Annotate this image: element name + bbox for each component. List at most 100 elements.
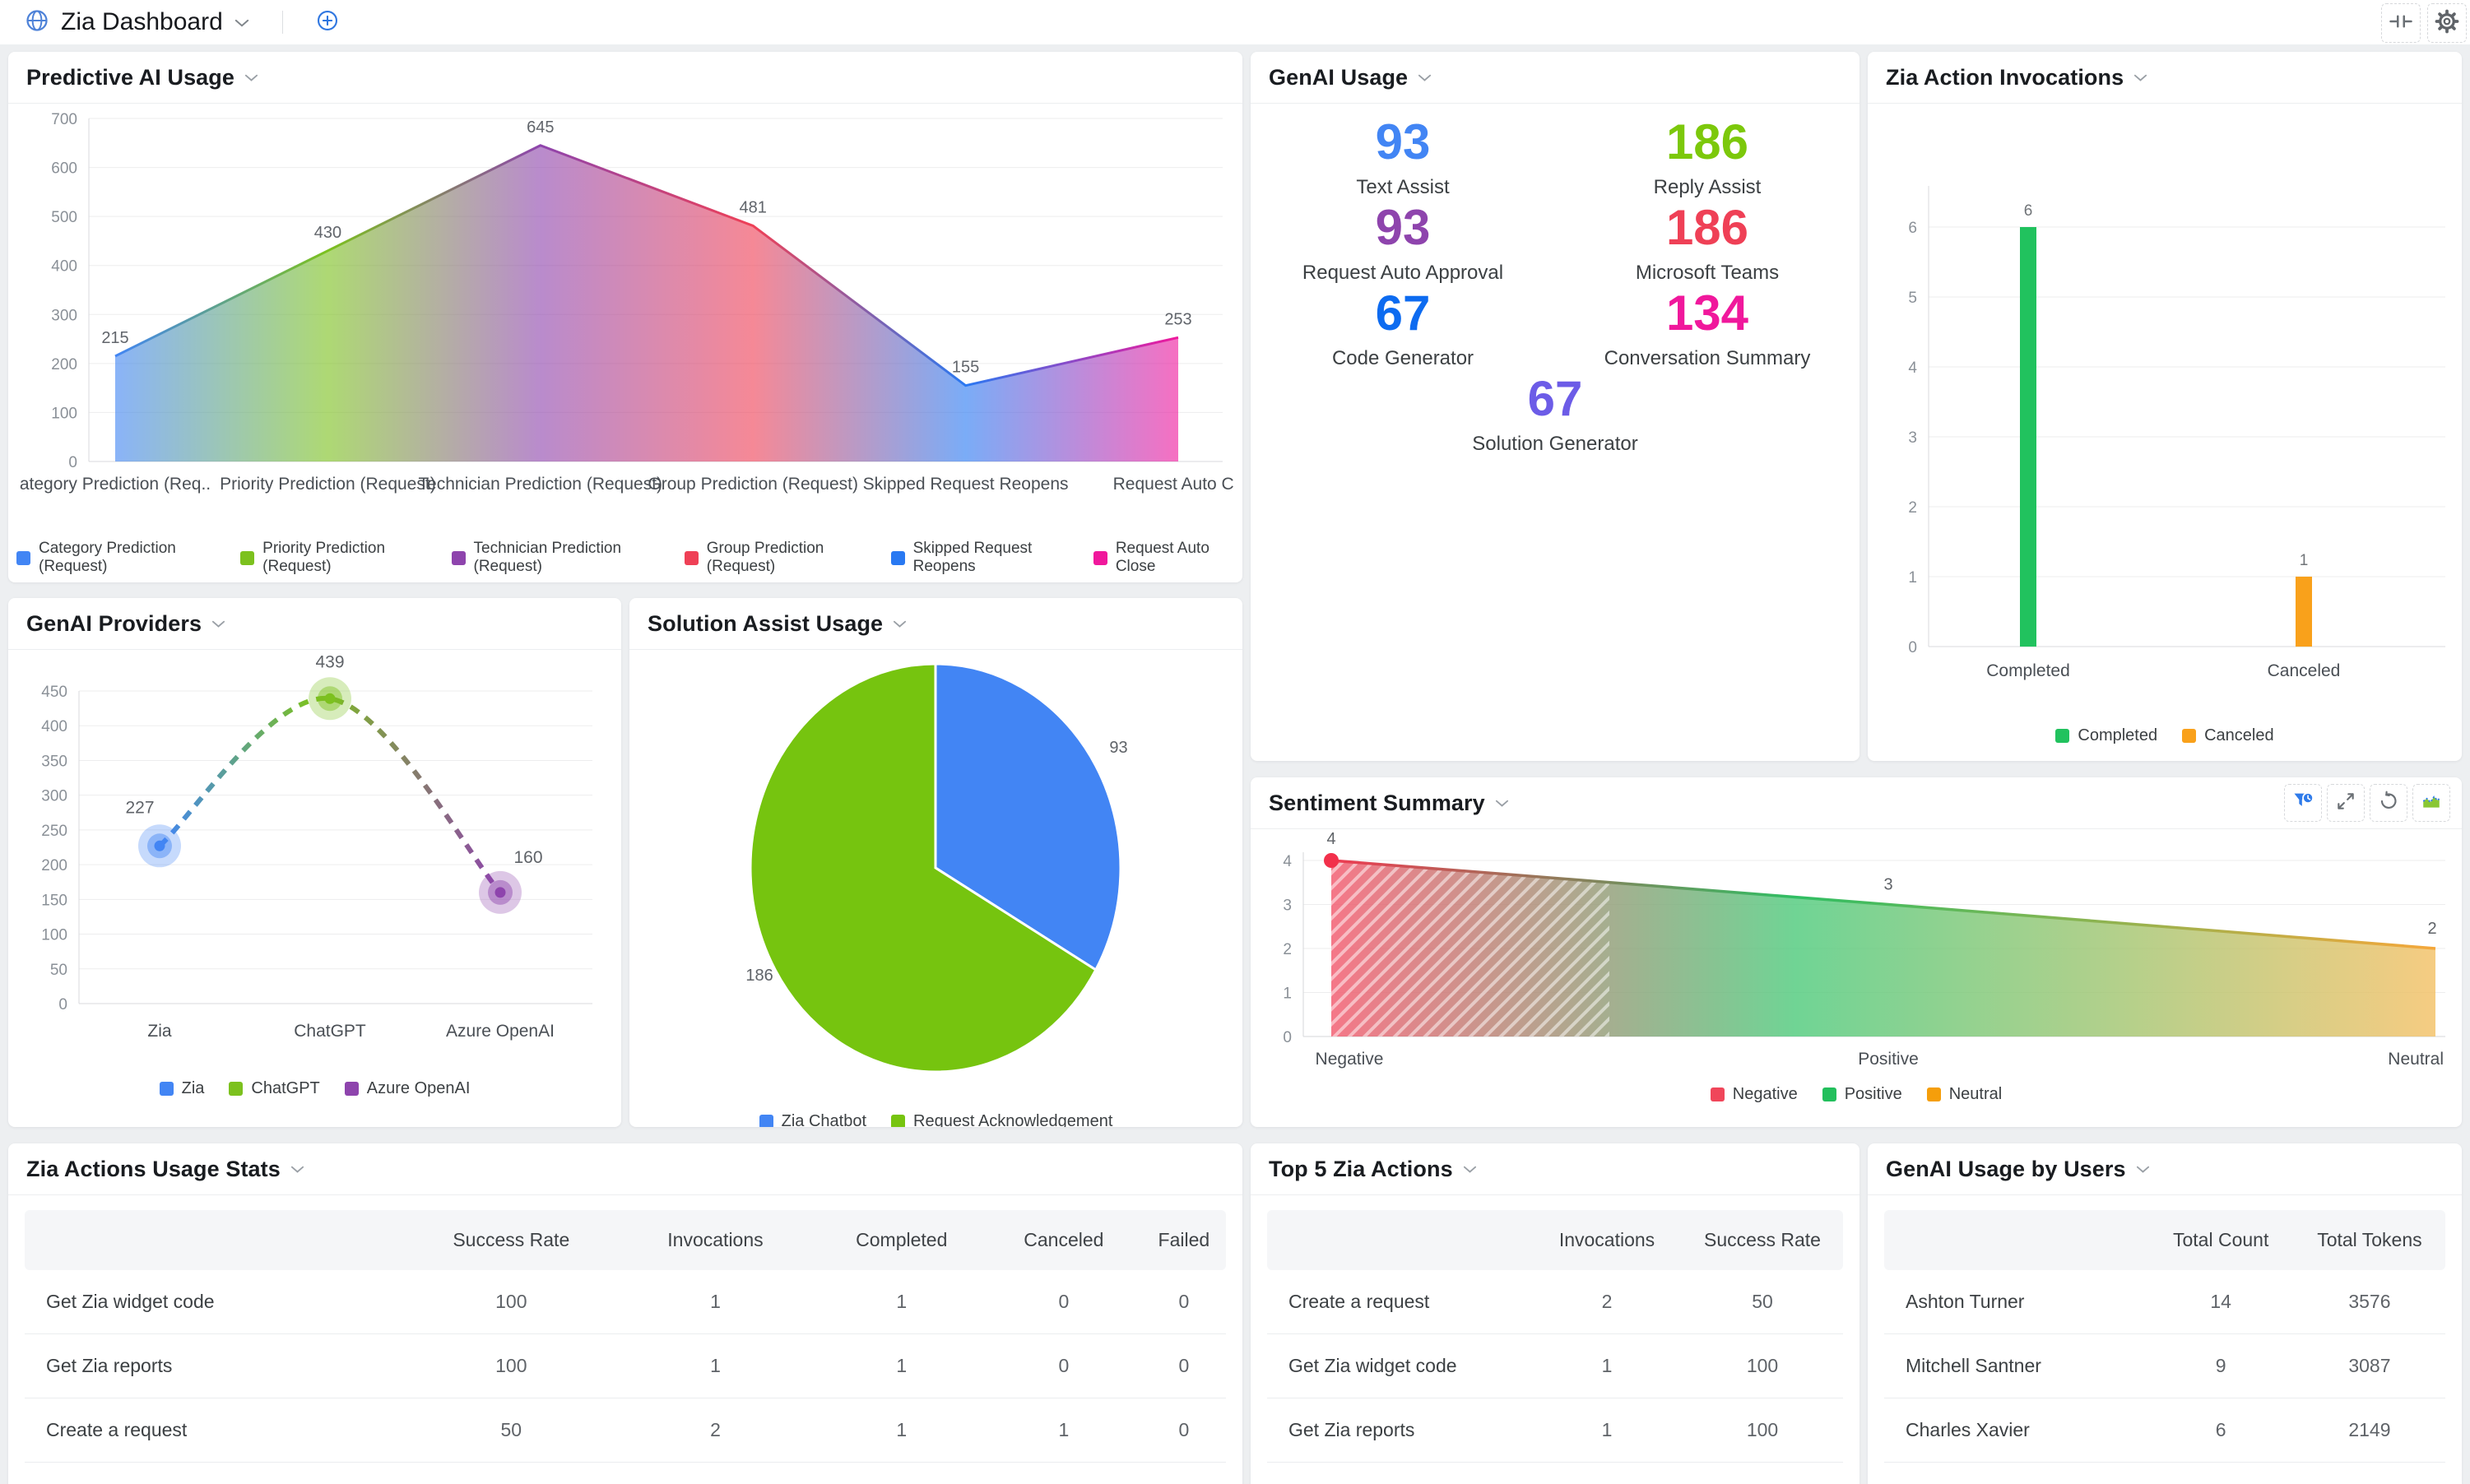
svg-text:215: 215 — [101, 329, 128, 347]
area-series — [115, 145, 1178, 461]
cell-value: 3576 — [2293, 1270, 2445, 1334]
cell-value: 3087 — [2293, 1333, 2445, 1398]
chevron-down-icon[interactable] — [1463, 1163, 1477, 1178]
legend-item[interactable]: Completed — [2055, 726, 2157, 745]
chart-legend: Zia ChatGPT Azure OpenAI — [16, 1079, 613, 1098]
chevron-down-icon[interactable] — [2133, 72, 2147, 86]
genai-stat-text-assist: 93 Text Assist — [1251, 115, 1555, 201]
cell-value: 2 — [613, 1398, 818, 1463]
chevron-down-icon[interactable] — [893, 618, 907, 633]
svg-text:2: 2 — [2427, 920, 2436, 938]
legend-item[interactable]: Azure OpenAI — [344, 1079, 470, 1098]
row-label: Get Zia reports — [25, 1333, 410, 1398]
legend-item[interactable]: Request Acknowledgement — [891, 1112, 1112, 1127]
cell-value: 1 — [1532, 1398, 1682, 1463]
stat-label: Reply Assist — [1653, 175, 1762, 198]
row-label: Mitchell Santner — [1884, 1333, 2148, 1398]
chevron-down-icon[interactable] — [2136, 1163, 2150, 1178]
panel-header: GenAI Usage by Users — [1868, 1143, 2462, 1195]
legend-item[interactable]: Neutral — [1926, 1085, 2002, 1104]
chart-legend: Category Prediction (Request) Priority Pr… — [16, 540, 1234, 576]
svg-text:Completed: Completed — [1986, 661, 2070, 680]
cell-value: 0 — [985, 1270, 1142, 1334]
legend-swatch — [240, 550, 255, 565]
column-header: Failed — [1141, 1210, 1226, 1270]
legend-item[interactable]: Zia Chatbot — [759, 1112, 866, 1127]
chevron-down-icon[interactable] — [211, 618, 225, 633]
svg-text:400: 400 — [51, 258, 77, 276]
svg-text:2: 2 — [1283, 941, 1292, 958]
svg-text:300: 300 — [41, 788, 67, 805]
svg-text:Skipped Request Reopens: Skipped Request Reopens — [863, 475, 1069, 494]
svg-text:1: 1 — [1283, 985, 1292, 1003]
legend-item[interactable]: Category Prediction (Request) — [16, 540, 221, 576]
svg-text:0: 0 — [58, 996, 67, 1013]
fit-view-button[interactable] — [2381, 3, 2421, 43]
expand-button[interactable] — [2327, 784, 2365, 822]
column-header: Success Rate — [409, 1210, 614, 1270]
panel-top-5-zia-actions: Top 5 Zia Actions Invocations Success Rat… — [1251, 1143, 1859, 1484]
stat-value: 67 — [1375, 285, 1431, 341]
genai-stat-reply-assist: 186 Reply Assist — [1555, 115, 1859, 201]
legend-swatch — [159, 1082, 174, 1096]
legend-item[interactable]: Priority Prediction (Request) — [240, 540, 431, 576]
zia-action-invocations-chart: 0 1 2 3 4 5 6 6 Completed 1 Canceled — [1908, 186, 2445, 680]
table-header-row: Invocations Success Rate — [1267, 1210, 1843, 1270]
svg-text:160: 160 — [513, 848, 542, 867]
legend-label: Canceled — [2204, 726, 2274, 744]
legend-item[interactable]: Negative — [1710, 1085, 1798, 1104]
row-label: Get Zia widget code — [1267, 1333, 1532, 1398]
legend-item[interactable]: ChatGPT — [229, 1079, 320, 1098]
chevron-down-icon[interactable] — [290, 1163, 304, 1178]
settings-button[interactable] — [2427, 3, 2467, 43]
legend-item[interactable]: Technician Prediction (Request) — [451, 540, 665, 576]
legend-label: Request Auto Close — [1115, 540, 1209, 575]
legend-item[interactable]: Zia — [159, 1079, 204, 1098]
panel-title: Top 5 Zia Actions — [1269, 1156, 1453, 1181]
chart-type-button[interactable] — [2412, 784, 2450, 822]
chevron-down-icon[interactable] — [1418, 72, 1432, 86]
chevron-down-icon[interactable] — [1495, 797, 1509, 812]
genai-stat-request-auto-approval: 93 Request Auto Approval — [1251, 201, 1555, 286]
legend-item[interactable]: Positive — [1822, 1085, 1902, 1104]
svg-text:3: 3 — [1283, 897, 1292, 915]
legend-item[interactable]: Group Prediction (Request) — [684, 540, 871, 576]
legend-swatch — [891, 1115, 905, 1127]
svg-text:227: 227 — [125, 798, 154, 817]
column-header: Success Rate — [1682, 1210, 1843, 1270]
legend-item[interactable]: Request Auto Close — [1093, 540, 1234, 576]
stat-label: Solution Generator — [1472, 432, 1638, 455]
stat-label: Request Auto Approval — [1302, 261, 1504, 284]
chart-toolbar — [2284, 784, 2450, 822]
chevron-down-icon[interactable] — [244, 72, 258, 86]
chevron-down-icon[interactable] — [234, 17, 249, 32]
row-label: Ashton Turner — [1884, 1270, 2148, 1334]
predictive-ai-usage-chart: 0 100 200 300 400 500 600 700 215 430 645 481 155 253… — [20, 111, 1242, 494]
refresh-button[interactable] — [2370, 784, 2407, 822]
column-header — [25, 1210, 410, 1270]
cell-value: 1 — [613, 1333, 818, 1398]
svg-text:Priority Prediction (Request): Priority Prediction (Request) — [220, 475, 436, 494]
legend-swatch — [1093, 550, 1107, 565]
column-header — [1884, 1210, 2148, 1270]
cell-value: 1 — [817, 1398, 986, 1463]
globe-icon — [25, 8, 49, 37]
legend-swatch — [2055, 729, 2070, 743]
add-circle-icon[interactable] — [316, 9, 339, 36]
svg-text:300: 300 — [51, 307, 77, 324]
legend-item[interactable]: Skipped Request Reopens — [890, 540, 1074, 576]
cell-value: 1 — [817, 1333, 986, 1398]
table-row: Charles Xavier 6 2149 — [1884, 1398, 2445, 1463]
cell-value: 100 — [409, 1333, 614, 1398]
app-header: Zia Dashboard — [0, 0, 2470, 44]
cell-value: 1 — [1532, 1462, 1682, 1484]
panel-zia-actions-usage-stats: Zia Actions Usage Stats Success Rate Invo… — [8, 1143, 1242, 1484]
legend-label: Category Prediction (Request) — [39, 540, 176, 575]
cell-value: 9 — [2147, 1333, 2294, 1398]
legend-swatch — [890, 550, 905, 565]
svg-text:253: 253 — [1164, 310, 1191, 328]
panel-genai-usage: GenAI Usage 93 Text Assist 186 Reply Assist… — [1251, 52, 1859, 761]
time-filter-button[interactable] — [2284, 784, 2322, 822]
legend-item[interactable]: Canceled — [2182, 726, 2274, 745]
